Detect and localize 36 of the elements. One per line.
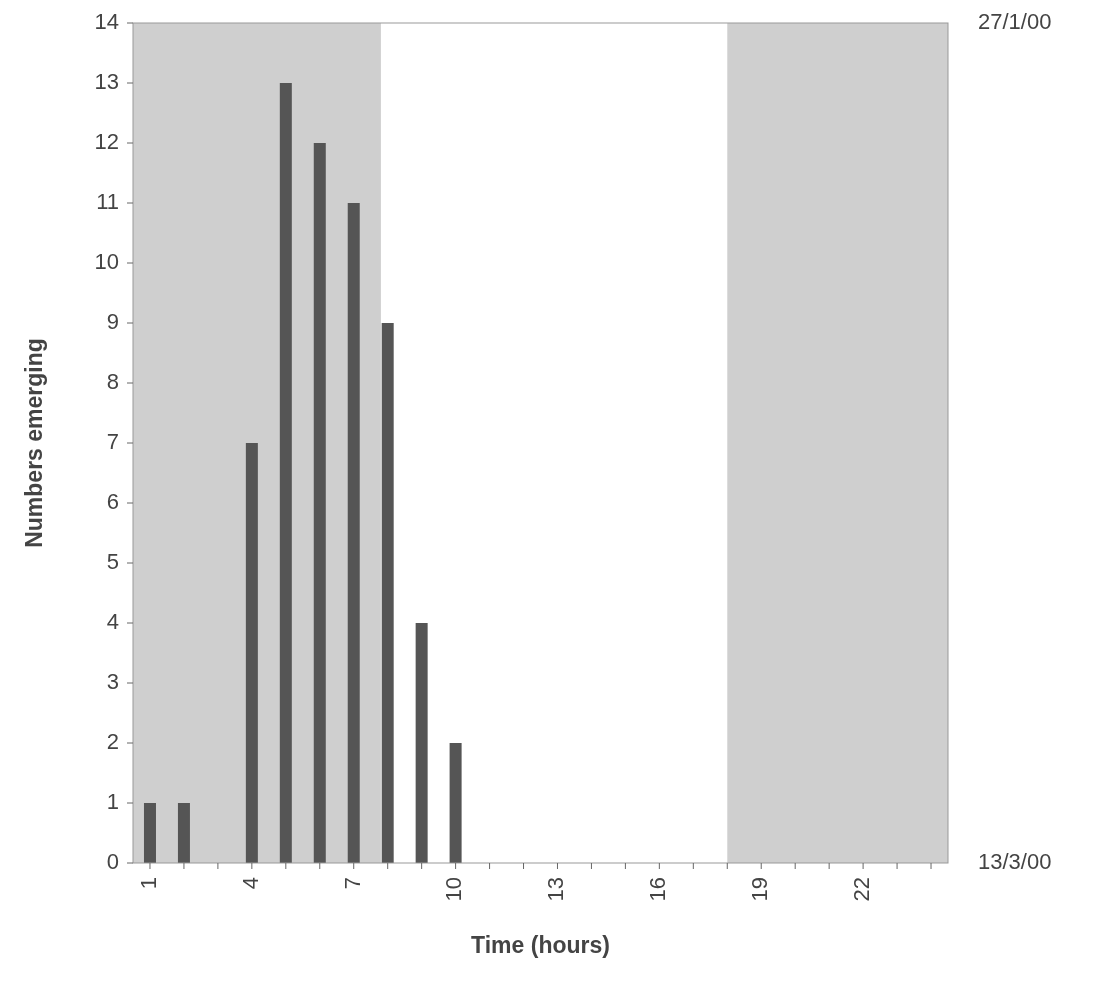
y-tick-label: 6 (106, 488, 119, 514)
y-tick-label: 10 (94, 248, 119, 274)
x-tick-label: 4 (237, 877, 263, 890)
y-tick-label: 8 (106, 368, 119, 394)
y-tick-label: 12 (94, 128, 119, 154)
bar (279, 83, 292, 863)
bar (245, 443, 258, 863)
x-tick-label: 19 (747, 877, 773, 902)
y-tick-label: 3 (106, 668, 119, 694)
bar (313, 143, 326, 863)
bar (177, 803, 190, 863)
x-tick-label: 10 (441, 877, 467, 902)
y-tick-label: 14 (94, 8, 119, 34)
text: 13/3/00 (978, 848, 1052, 874)
bar (381, 323, 394, 863)
x-tick-label: 13 (543, 877, 569, 902)
x-tick-label: 1 (135, 877, 161, 890)
y-tick-label: 11 (96, 188, 119, 214)
y-tick-label: 0 (106, 848, 119, 874)
text: 27/1/00 (978, 8, 1052, 34)
bar (347, 203, 360, 863)
y-tick-label: 9 (106, 308, 119, 334)
y-tick-label: 4 (106, 608, 119, 634)
y-axis-title: Numbers emerging (21, 338, 47, 548)
x-tick-label: 16 (645, 877, 671, 902)
y-tick-label: 13 (94, 68, 119, 94)
x-axis-title: Time (hours) (471, 932, 610, 958)
y-tick-label: 1 (106, 788, 119, 814)
y-tick-label: 2 (106, 728, 119, 754)
x-tick-label: 22 (848, 877, 874, 902)
y-tick-label: 5 (106, 548, 119, 574)
bar (449, 743, 462, 863)
x-tick-label: 7 (339, 877, 365, 890)
y-tick-label: 7 (106, 428, 119, 454)
bar (143, 803, 156, 863)
bar (415, 623, 428, 863)
